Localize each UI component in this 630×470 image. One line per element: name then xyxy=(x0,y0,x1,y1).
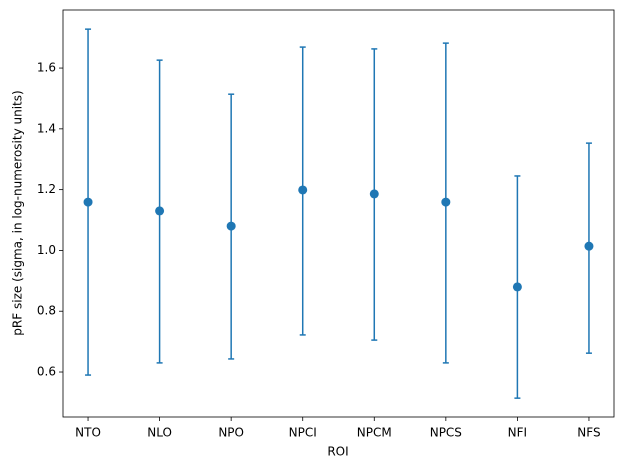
point xyxy=(298,185,308,195)
y-axis-label: pRF size (sigma, in log-numerosity units… xyxy=(11,90,25,335)
x-tick-label: NLO xyxy=(147,426,172,440)
point xyxy=(584,241,594,251)
point xyxy=(441,197,451,207)
x-tick-label: NPCS xyxy=(430,426,462,440)
x-tick-label: NFI xyxy=(508,426,527,440)
point xyxy=(226,221,236,231)
plot-frame xyxy=(62,9,615,418)
point xyxy=(155,206,165,216)
y-tick-label: 1.4 xyxy=(37,121,56,135)
y-tick-label: 0.8 xyxy=(37,304,56,318)
point xyxy=(369,189,379,199)
x-tick-label: NPO xyxy=(218,426,244,440)
x-tick-label: NPCM xyxy=(357,426,392,440)
y-tick-label: 1.6 xyxy=(37,61,56,75)
x-tick-label: NPCI xyxy=(289,426,317,440)
x-axis-label: ROI xyxy=(327,445,348,459)
point xyxy=(512,282,522,292)
y-tick-label: 1.2 xyxy=(37,182,56,196)
y-tick-label: 0.6 xyxy=(37,365,56,379)
x-tick-label: NTO xyxy=(75,426,101,440)
point xyxy=(83,197,93,207)
x-tick-label: NFS xyxy=(577,426,600,440)
y-tick-label: 1.0 xyxy=(37,243,56,257)
